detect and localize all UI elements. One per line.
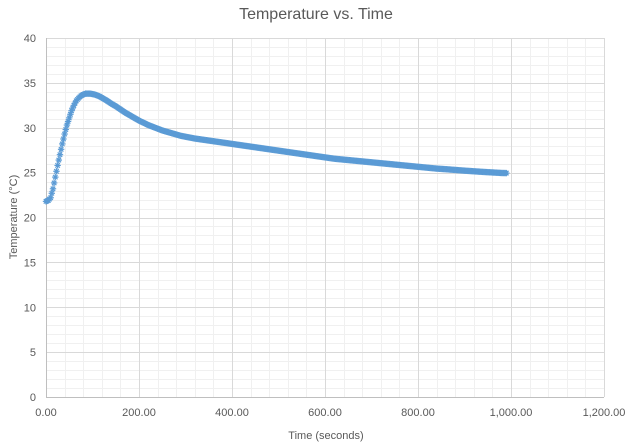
x-tick-label: 800.00 <box>401 407 435 419</box>
chart-title: Temperature vs. Time <box>239 6 393 23</box>
data-point <box>48 190 56 197</box>
y-tick-label: 5 <box>30 347 36 359</box>
data-point <box>54 162 61 169</box>
data-point <box>50 179 58 187</box>
data-point <box>62 126 69 133</box>
y-tick-label: 10 <box>24 302 36 314</box>
x-tick-label: 1,000.00 <box>490 407 533 419</box>
data-point <box>52 173 59 181</box>
data-point <box>61 130 68 138</box>
y-tick-label: 20 <box>24 213 36 225</box>
y-tick-label: 0 <box>30 392 36 404</box>
x-tick-label: 200.00 <box>122 407 156 419</box>
grid <box>46 38 605 398</box>
axes <box>46 38 604 398</box>
y-tick-label: 15 <box>24 257 36 269</box>
data-point <box>503 169 510 177</box>
data-point <box>49 185 57 192</box>
x-tick-label: 1,200.00 <box>583 407 626 419</box>
data-point <box>59 140 66 148</box>
y-tick-label: 30 <box>24 123 36 135</box>
x-tick-label: 400.00 <box>215 407 249 419</box>
y-tick-label: 35 <box>24 78 36 90</box>
data-point <box>57 146 65 153</box>
tick-labels: 0.00 200.00 400.00 600.00 800.00 1,000.00 1,20… <box>24 33 626 419</box>
data-point <box>60 135 67 143</box>
x-tick-label: 0.00 <box>35 407 56 419</box>
data-point <box>56 151 64 158</box>
y-tick-label: 25 <box>24 168 36 180</box>
data-point <box>47 194 54 201</box>
x-tick-label: 600.00 <box>308 407 342 419</box>
data-point <box>55 156 62 164</box>
x-axis-title: Time (seconds) <box>288 430 363 442</box>
y-tick-label: 40 <box>24 33 36 45</box>
data-series <box>42 90 510 205</box>
data-point <box>53 168 60 175</box>
y-axis-title: Temperature (°C) <box>8 175 20 259</box>
